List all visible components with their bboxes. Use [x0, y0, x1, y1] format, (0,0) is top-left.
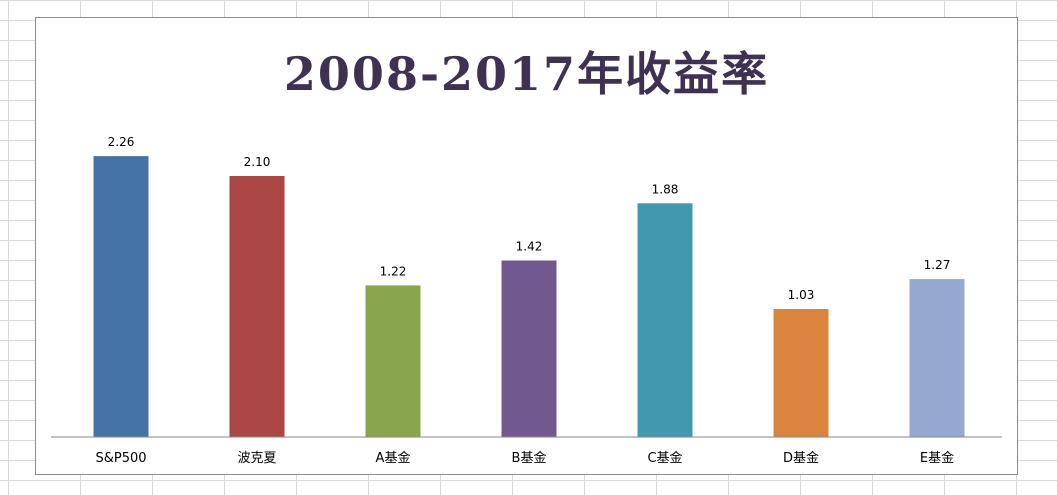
bar-4 — [637, 203, 693, 437]
category-label-1: 波克夏 — [237, 451, 276, 466]
category-label-5: D基金 — [783, 450, 819, 466]
data-label-2: 1.22 — [380, 264, 407, 278]
data-label-4: 1.88 — [652, 182, 679, 196]
data-label-6: 1.27 — [924, 258, 951, 272]
data-label-0: 2.26 — [108, 135, 135, 149]
category-label-6: E基金 — [920, 450, 954, 466]
bar-5 — [773, 309, 829, 437]
data-label-1: 2.10 — [244, 155, 271, 169]
data-label-3: 1.42 — [516, 240, 543, 254]
category-label-3: B基金 — [512, 450, 547, 466]
category-label-4: C基金 — [647, 450, 682, 466]
chart-frame: 2008-2017年收益率 2.26 S&P500 2.10 波克夏 1.22 A基金 1.… — [35, 17, 1018, 475]
category-label-2: A基金 — [376, 450, 411, 466]
chart-title: 2008-2017年收益率 — [283, 47, 770, 101]
bar-2 — [365, 285, 421, 437]
category-label-0: S&P500 — [95, 451, 146, 466]
bar-0 — [93, 156, 149, 437]
bar-1 — [229, 176, 285, 437]
data-label-5: 1.03 — [788, 288, 815, 302]
bar-chart-plot: 2.26 S&P500 2.10 波克夏 1.22 A基金 1.42 B基金 1.88 C基金 1.… — [51, 135, 1002, 466]
bar-3 — [501, 260, 557, 437]
bar-6 — [909, 279, 965, 437]
